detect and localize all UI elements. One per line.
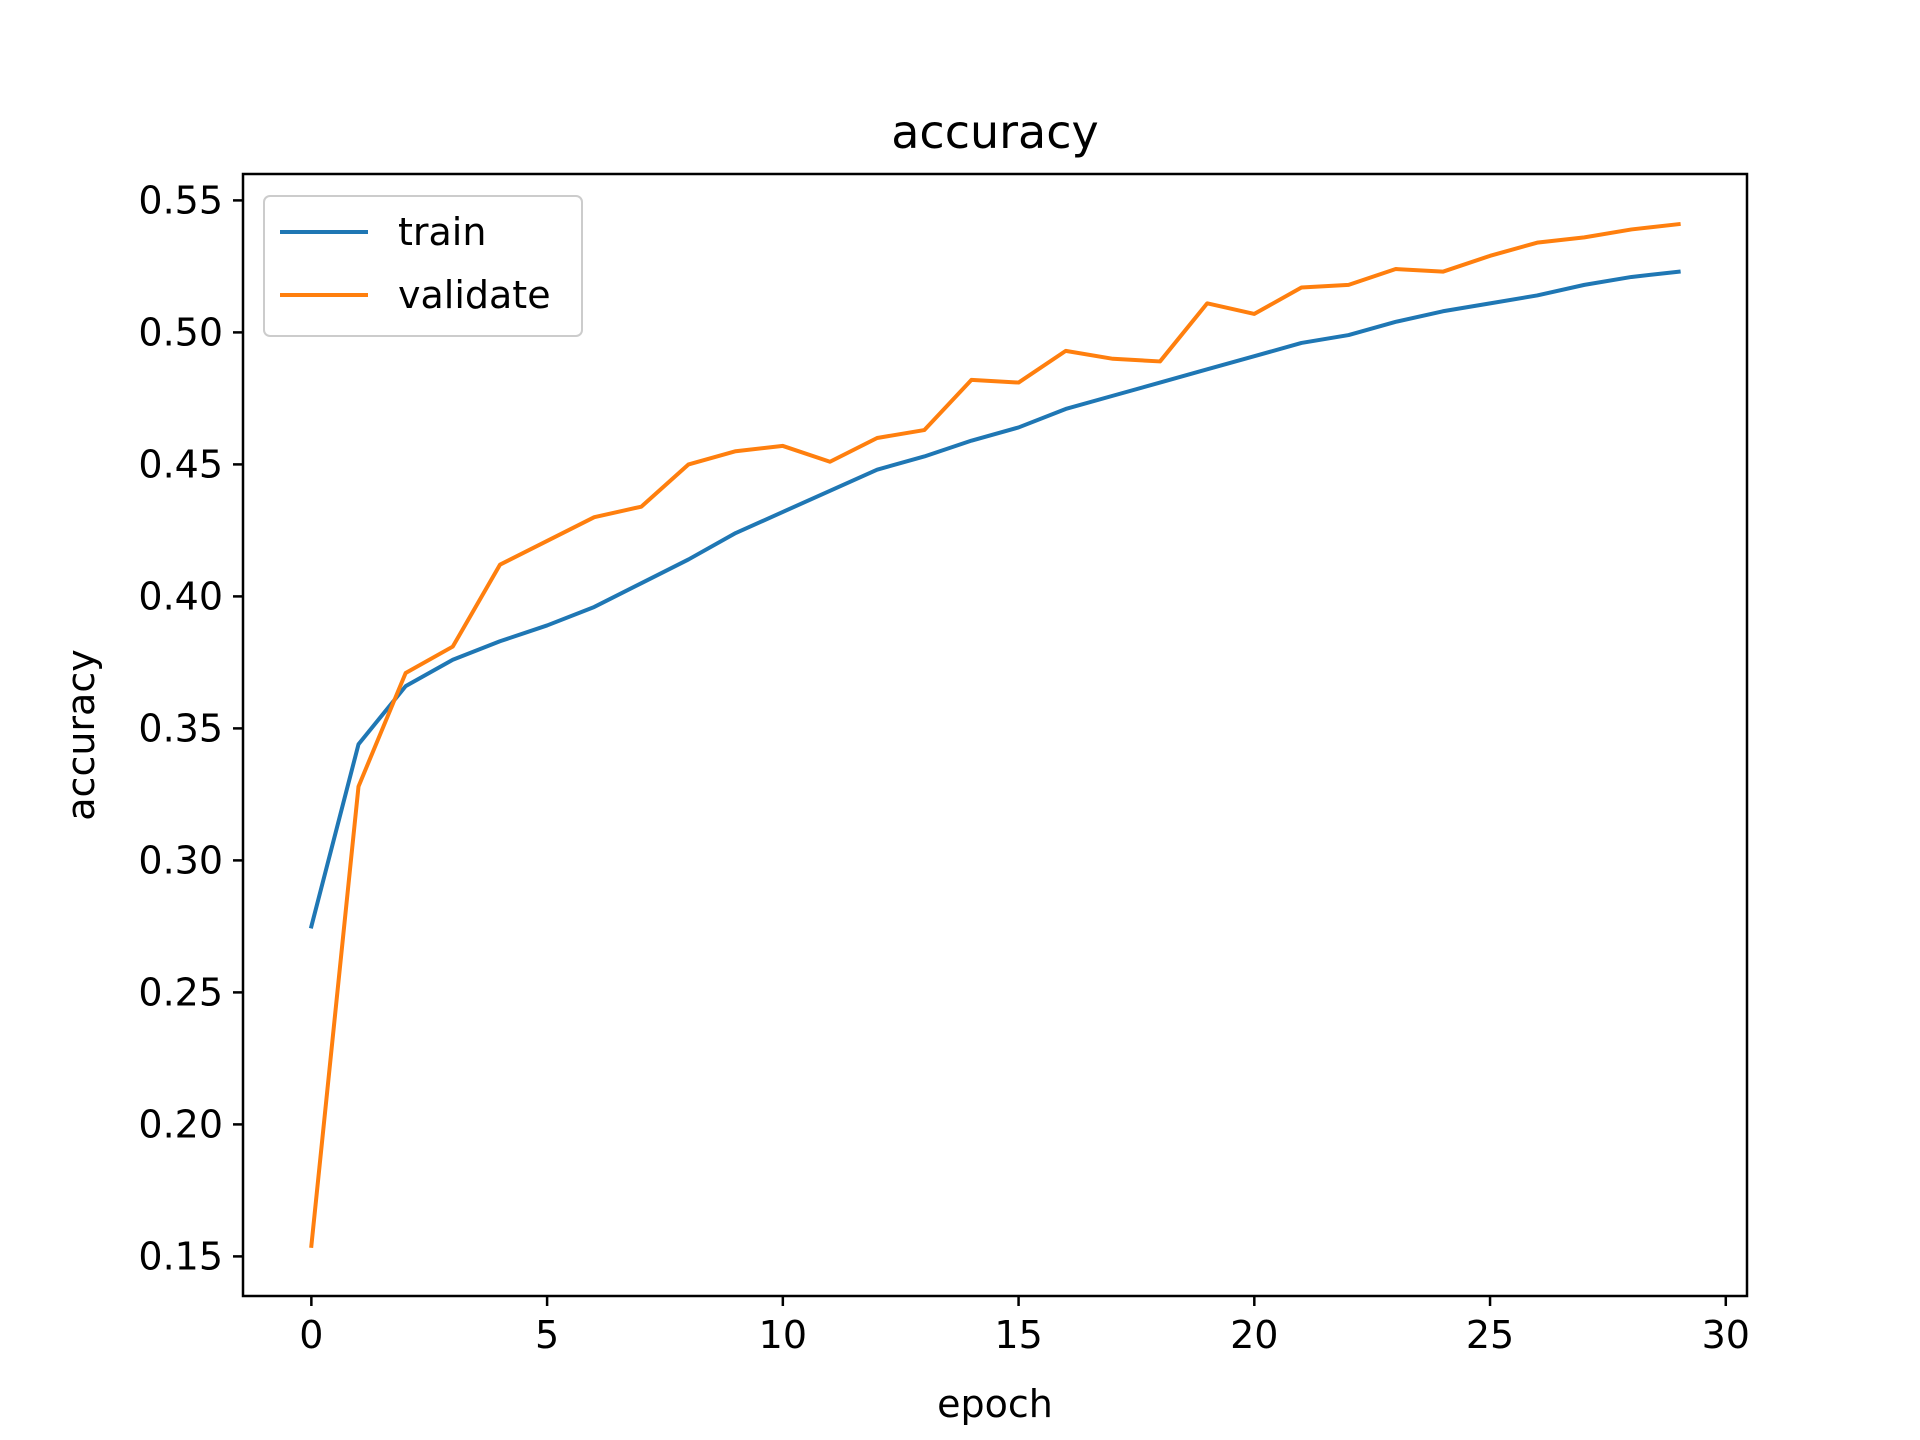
y-tick-label: 0.55	[138, 178, 223, 222]
x-tick-label: 30	[1702, 1313, 1750, 1357]
x-axis: 0 5 10 15 20 25 30	[299, 1296, 1750, 1357]
x-tick-label: 25	[1466, 1313, 1514, 1357]
chart-title: accuracy	[891, 105, 1099, 159]
y-tick-label: 0.25	[138, 970, 223, 1014]
y-tick-label: 0.20	[138, 1102, 223, 1146]
y-tick-label: 0.45	[138, 442, 223, 486]
plot-frame	[241, 172, 1749, 1298]
y-tick-label: 0.15	[138, 1234, 223, 1278]
x-tick-label: 20	[1230, 1313, 1278, 1357]
legend-label-train: train	[398, 210, 486, 254]
series-line-train	[308, 269, 1681, 929]
legend-label-validate: validate	[398, 273, 551, 317]
x-tick-label: 10	[759, 1313, 807, 1357]
y-axis-label: accuracy	[59, 649, 103, 820]
y-axis: 0.15 0.20 0.25 0.30 0.35 0.40 0.45 0.50 0.55	[138, 178, 243, 1278]
series-line-validate	[309, 221, 1681, 1249]
y-tick-label: 0.35	[138, 706, 223, 750]
x-axis-label: epoch	[937, 1382, 1053, 1426]
series-layer	[308, 221, 1681, 1249]
plot-area	[241, 172, 1749, 1298]
y-tick-label: 0.30	[138, 838, 223, 882]
y-tick-label: 0.40	[138, 574, 223, 618]
x-tick-label: 5	[535, 1313, 559, 1357]
x-tick-label: 15	[994, 1313, 1042, 1357]
x-tick-label: 0	[299, 1313, 323, 1357]
y-tick-label: 0.50	[138, 310, 223, 354]
legend: train validate	[263, 195, 583, 337]
